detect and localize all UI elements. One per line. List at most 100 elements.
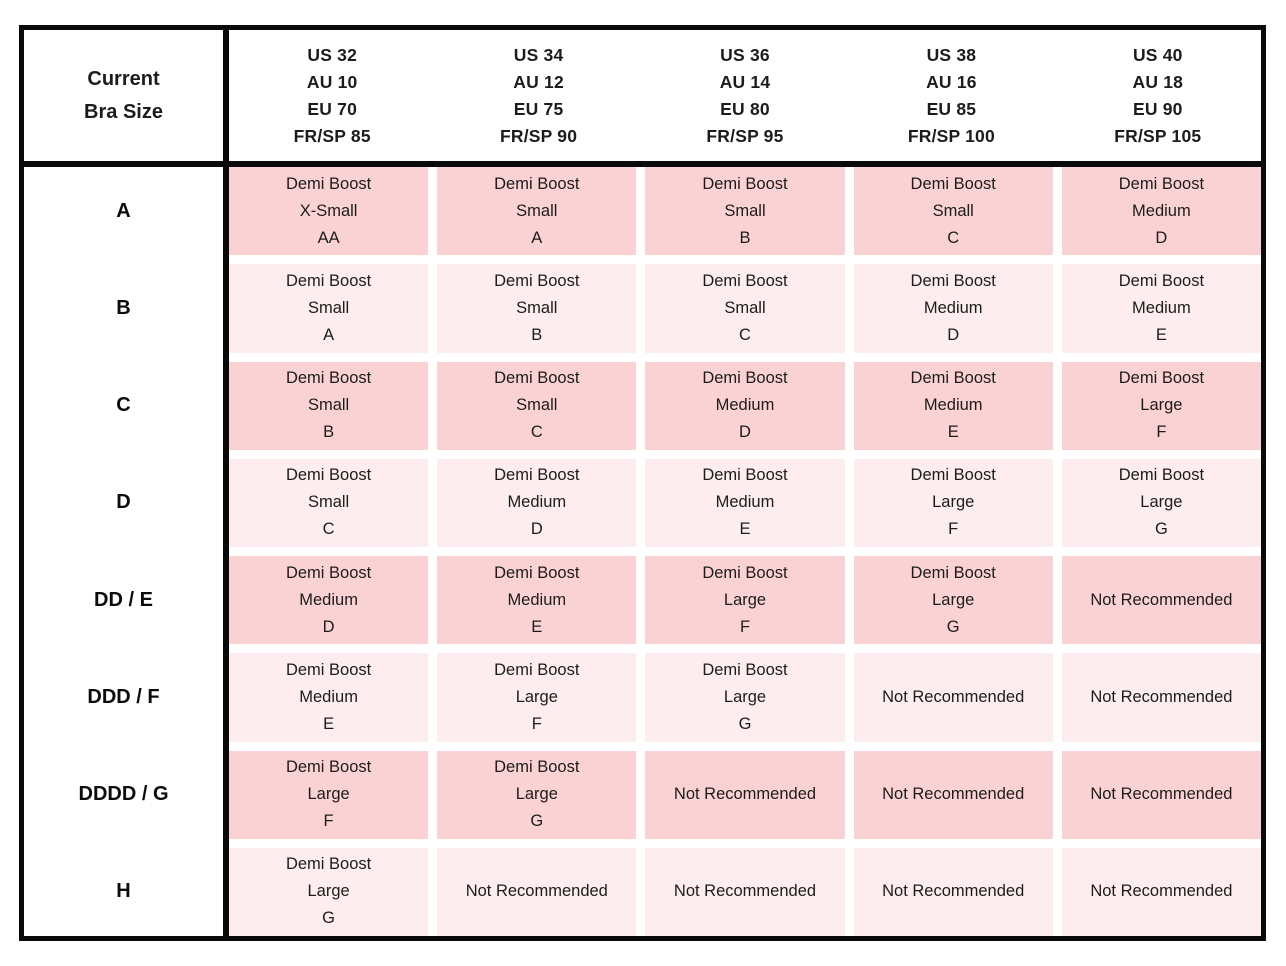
size-cell: Demi Boost Small A	[437, 167, 637, 256]
cell-line: B	[323, 423, 335, 442]
size-cell-not-recommended: Not Recommended	[1061, 847, 1261, 936]
size-cell: Demi Boost Large G	[229, 847, 429, 936]
column-header-line: US 40	[1132, 44, 1183, 65]
cell-line: Demi Boost	[285, 466, 372, 485]
column-header-us38: US 38 AU 16 EU 85 FR/SP 100	[848, 30, 1054, 161]
size-cell: Demi Boost Small C	[853, 167, 1053, 256]
cell-line: B	[739, 228, 751, 247]
cell-line: G	[530, 812, 544, 831]
cell-line: Demi Boost	[285, 563, 372, 582]
cell-line: Large	[1140, 493, 1183, 512]
cell-line: AA	[317, 228, 340, 247]
bra-size-conversion-table: Current Bra Size US 32 AU 10 EU 70 FR/SP…	[19, 25, 1266, 941]
cell-line: Medium	[299, 590, 358, 609]
cell-line: Demi Boost	[494, 563, 580, 582]
cell-line: Not Recommended	[673, 785, 817, 804]
size-cell: Demi Boost Large G	[437, 750, 637, 839]
size-cell: Demi Boost Large F	[853, 458, 1053, 547]
cell-line: G	[738, 714, 752, 733]
cell-line: Medium	[1132, 298, 1191, 317]
cell-line: Demi Boost	[285, 855, 372, 874]
row-label-dddd-g: DDDD / G	[78, 783, 169, 806]
cell-line: A	[531, 228, 543, 247]
size-cell: Demi Boost Medium D	[1061, 167, 1261, 256]
column-header-line: US 34	[513, 44, 564, 65]
column-header-line: AU 14	[719, 71, 771, 92]
cell-line: Large	[307, 882, 350, 901]
cell-line: Large	[1140, 396, 1183, 415]
cell-line: Small	[724, 298, 766, 317]
column-header-line: AU 12	[513, 71, 564, 92]
size-cell-not-recommended: Not Recommended	[1061, 750, 1261, 839]
cell-line: Demi Boost	[285, 369, 372, 388]
cell-line: F	[948, 520, 959, 539]
cell-line: Medium	[923, 298, 983, 317]
cell-line: Demi Boost	[702, 563, 788, 582]
column-header-line: FR/SP 95	[706, 125, 784, 146]
cell-line: Demi Boost	[494, 174, 580, 193]
column-header-line: FR/SP 85	[293, 125, 371, 146]
size-cell: Demi Boost Large F	[1061, 361, 1261, 450]
cell-line: Not Recommended	[882, 882, 1025, 901]
cell-line: X-Small	[299, 201, 358, 220]
size-cell: Demi Boost Medium D	[229, 556, 429, 645]
cell-line: E	[1155, 325, 1167, 344]
column-header-line: AU 18	[1132, 71, 1184, 92]
column-header-us40: US 40 AU 18 EU 90 FR/SP 105	[1055, 30, 1261, 161]
cell-line: C	[739, 325, 751, 344]
size-cell: Demi Boost Medium E	[1061, 264, 1261, 353]
size-cell-not-recommended: Not Recommended	[1061, 556, 1261, 645]
cell-line: C	[530, 423, 543, 442]
cell-line: G	[322, 909, 336, 928]
corner-header: Current Bra Size	[24, 30, 229, 161]
size-cell-not-recommended: Not Recommended	[853, 847, 1053, 936]
size-cell: Demi Boost X-Small AA	[229, 167, 429, 256]
cell-line: Demi Boost	[494, 369, 580, 388]
cell-line: Small	[724, 201, 766, 220]
cell-line: Not Recommended	[1090, 882, 1233, 901]
column-header-line: FR/SP 105	[1114, 125, 1202, 146]
size-cell: Demi Boost Medium E	[853, 361, 1053, 450]
cell-line: F	[1156, 423, 1167, 442]
column-header-us36: US 36 AU 14 EU 80 FR/SP 95	[642, 30, 848, 161]
cell-line: Small	[932, 201, 974, 220]
cell-line: Demi Boost	[285, 271, 372, 290]
row-labels: A B C D DD / E DDD / F DDDD / G H	[24, 167, 229, 936]
cell-line: D	[947, 325, 960, 344]
cell-line: Small	[307, 396, 350, 415]
cell-line: Demi Boost	[285, 660, 372, 679]
cell-line: Demi Boost	[285, 174, 372, 193]
column-header-line: EU 85	[926, 98, 977, 119]
cell-line: F	[531, 714, 542, 733]
cell-line: C	[947, 228, 960, 247]
cell-line: D	[739, 423, 751, 442]
column-header-line: AU 16	[926, 71, 977, 92]
cell-line: Large	[307, 785, 350, 804]
column-header-line: FR/SP 90	[500, 125, 578, 146]
cell-line: Demi Boost	[494, 466, 580, 485]
cell-line: Demi Boost	[1118, 466, 1205, 485]
size-cell: Demi Boost Large G	[645, 653, 845, 742]
size-cell: Demi Boost Small C	[229, 458, 429, 547]
cell-line: F	[323, 812, 334, 831]
size-cell: Demi Boost Small B	[229, 361, 429, 450]
cell-line: D	[1155, 228, 1168, 247]
size-cell-not-recommended: Not Recommended	[437, 847, 637, 936]
cell-line: Small	[516, 201, 558, 220]
cell-line: Medium	[507, 493, 567, 512]
cell-line: Demi Boost	[910, 369, 996, 388]
cell-line: Large	[932, 590, 975, 609]
cell-line: Small	[516, 298, 558, 317]
size-cell-not-recommended: Not Recommended	[645, 750, 845, 839]
cell-line: Demi Boost	[702, 174, 788, 193]
cell-line: D	[530, 520, 543, 539]
cell-line: A	[323, 325, 335, 344]
size-cell-not-recommended: Not Recommended	[853, 750, 1053, 839]
cell-line: Large	[932, 493, 975, 512]
cell-line: Demi Boost	[702, 660, 788, 679]
cell-line: E	[947, 423, 959, 442]
column-header-us32: US 32 AU 10 EU 70 FR/SP 85	[229, 30, 435, 161]
cell-line: Large	[515, 785, 558, 804]
cell-line: C	[322, 520, 335, 539]
column-header-line: AU 10	[306, 71, 358, 92]
